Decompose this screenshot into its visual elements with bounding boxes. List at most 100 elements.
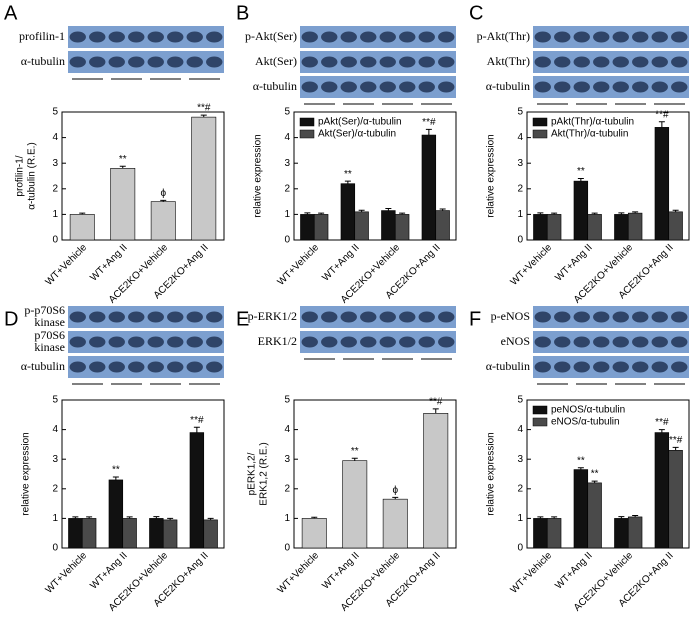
plot-frame [526,111,690,241]
blot-band [89,31,106,43]
error-bar [439,208,446,211]
bar [573,469,589,549]
error-bar [537,516,544,519]
panel-letter: A [4,2,18,24]
bar [203,519,218,549]
blot-band [206,336,223,348]
x-tick-label: WT+Ang II [320,242,361,283]
bar [573,180,589,241]
legend-label: peNOS/α-tubulin [551,405,625,416]
bar [382,498,408,549]
error-bar [72,516,79,519]
legend-label: eNOS/α-tubulin [551,417,620,428]
y-tick-label: 5 [284,107,290,118]
blot-band [321,31,338,43]
y-tick-label: 3 [284,158,290,169]
y-axis-label: profilin-1/ [15,155,26,196]
blot-band [167,31,184,43]
plot-frame [293,111,457,241]
blot-band [651,31,668,43]
blot-band [360,56,377,68]
blot-band [651,336,668,348]
error-bar [537,212,544,215]
bar [340,183,356,241]
blot-band [108,311,125,323]
blot-label: α-tubulin [486,79,530,93]
y-tick-label: 4 [52,424,58,435]
blot-band [399,81,416,93]
y-tick-label: 4 [52,132,58,143]
blot-band [128,56,145,68]
blot-band [360,311,377,323]
x-tick-label: WT+Vehicle [509,242,555,288]
y-tick-label: 0 [284,235,290,246]
panel-letter: C [469,2,483,24]
bar [354,211,369,241]
panel: Ep-ERK1/2 ERK1/2 0 1 2 3 4 5 pERK1,2/ERK1,2 (R.E… [236,306,457,614]
blot-band [147,56,164,68]
error-bar [311,516,318,519]
y-tick-label: 3 [284,454,290,465]
blot-band [534,361,551,373]
blot-band [167,336,184,348]
x-tick-label: WT+Vehicle [276,550,322,596]
error-bar [658,429,665,433]
significance-label: ** [112,465,120,476]
blot-band [671,56,688,68]
y-tick-label: 4 [284,424,290,435]
blot-band [128,31,145,43]
bar [150,201,176,241]
bar [189,432,205,549]
blot-band [438,336,455,348]
blot-band [69,311,86,323]
blot-band [399,56,416,68]
error-bar [304,212,311,215]
blot-label: p-eNOS [491,309,530,323]
blot [300,51,456,73]
blot-band [89,336,106,348]
blot-band [301,56,318,68]
y-tick-label: 2 [52,183,58,194]
significance-label: ** [119,154,127,165]
blot-band [108,56,125,68]
blot [533,51,689,73]
error-bar [618,516,625,519]
blot-band [128,336,145,348]
blot-label: Akt(Thr) [487,54,530,68]
bar [313,214,329,241]
blot [533,26,689,48]
blot-band [69,31,86,43]
blot-band [554,81,571,93]
blot-band [534,81,551,93]
x-tick-label: WT+Vehicle [44,242,90,288]
bar [421,134,437,241]
x-tick-label: WT+Vehicle [44,550,90,596]
blot-label: p-ERK1/2 [248,309,297,323]
blot-label: p-Akt(Ser) [245,29,297,43]
y-tick-label: 1 [52,209,58,220]
blot-band [651,311,668,323]
blot-band [534,336,551,348]
blot-band [186,31,203,43]
y-tick-label: 3 [517,158,523,169]
y-tick-label: 0 [52,543,58,554]
y-tick-label: 5 [52,107,58,118]
blot-band [186,361,203,373]
error-bar [112,476,119,480]
blot-band [534,311,551,323]
blot-band [632,56,649,68]
bar [162,519,178,549]
error-bar [119,165,126,169]
blot-band [360,81,377,93]
blot-band [612,56,629,68]
error-bar [632,211,639,214]
blot-band [89,56,106,68]
blot-band [301,81,318,93]
blot-band [108,361,125,373]
blot [533,331,689,353]
blot-band [671,311,688,323]
blot-band [128,361,145,373]
